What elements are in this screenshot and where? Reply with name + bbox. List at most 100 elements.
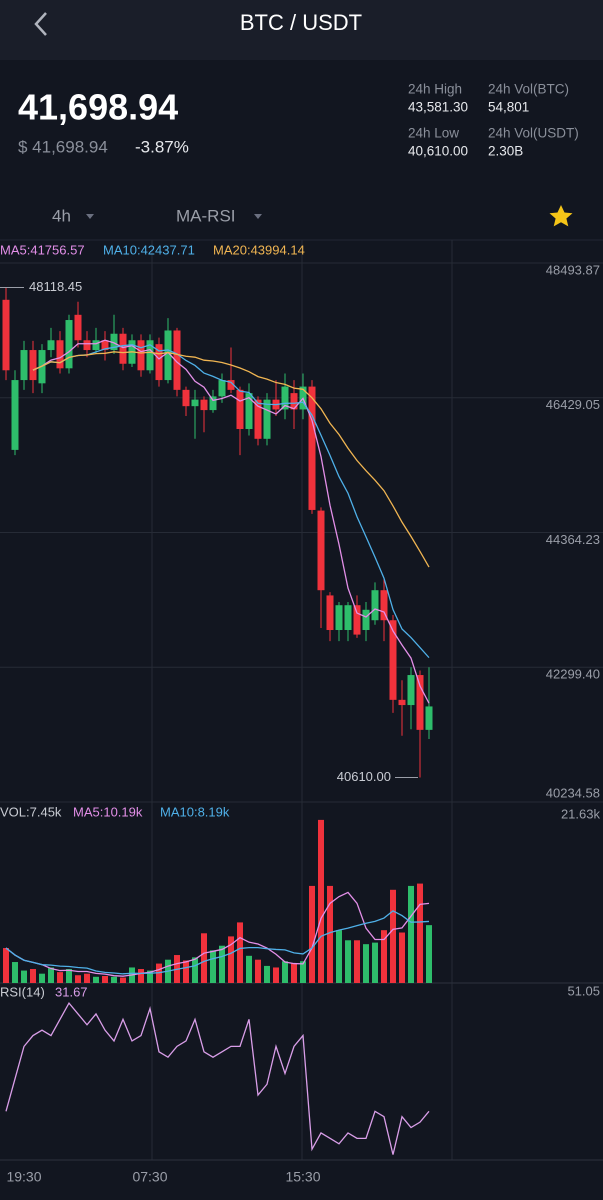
candle-body: [200, 399, 208, 411]
volume-bar: [3, 948, 9, 983]
volume-bar: [228, 936, 234, 983]
volume-bar: [372, 942, 378, 983]
volume-bar: [408, 885, 414, 983]
volume-bar: [399, 932, 405, 983]
volume-bar: [66, 969, 72, 983]
y-tick-label: 48493.87: [546, 262, 600, 277]
volume-bar: [48, 967, 54, 983]
candle-body: [290, 393, 298, 410]
candle-body: [119, 333, 127, 364]
candle-body: [317, 510, 325, 591]
candle-body: [236, 389, 244, 430]
ma-legend: MA5:41756.57: [0, 242, 85, 257]
pair-title: BTC / USDT: [240, 10, 362, 35]
volume-bar: [237, 922, 243, 983]
candle-body: [137, 340, 145, 371]
volume-bar: [390, 889, 396, 983]
ma-legend: MA10:42437.71: [103, 242, 195, 257]
candle-body: [281, 386, 289, 410]
candle-body: [20, 350, 28, 381]
volume-bar: [93, 976, 99, 983]
y-tick-label: 46429.05: [546, 397, 600, 412]
candle-body: [29, 350, 37, 381]
volume-legend: MA5:10.19k: [73, 804, 143, 819]
volume-bar: [336, 930, 342, 983]
volume-bar: [363, 944, 369, 983]
volume-bar: [246, 955, 252, 983]
volume-bar: [300, 961, 306, 983]
volume-bar: [147, 970, 153, 983]
volume-bar: [345, 940, 351, 983]
price-change: -3.87%: [135, 137, 189, 156]
back-button[interactable]: [34, 12, 47, 36]
candle-body: [362, 609, 370, 631]
volume-ma-line: [5, 910, 430, 975]
candle-body: [245, 393, 253, 430]
stat-label: 24h Vol(USDT): [488, 126, 579, 141]
x-tick-label: 19:30: [6, 1169, 41, 1185]
rsi-line: [5, 1001, 430, 1155]
candle-body: [425, 706, 433, 730]
stat-value: 2.30B: [488, 144, 523, 159]
volume-bar: [102, 976, 108, 983]
ma-legend: MA20:43994.14: [213, 242, 305, 257]
stat-label: 24h Low: [408, 126, 459, 141]
interval-selector[interactable]: 4h: [52, 206, 71, 225]
volume-bar: [264, 965, 270, 983]
volume-bar: [84, 973, 90, 983]
volume-bar: [201, 933, 207, 983]
stat-value: 43,581.30: [408, 100, 468, 115]
volume-bar: [192, 957, 198, 983]
volume-bar: [120, 977, 126, 983]
volume-bar: [282, 961, 288, 983]
dropdown-caret: [86, 214, 94, 219]
candle-body: [173, 330, 181, 390]
price-usd: $ 41,698.94: [18, 137, 108, 156]
volume-bar: [39, 973, 45, 983]
rsi-value: 31.67: [55, 984, 88, 999]
candle-body: [371, 590, 379, 621]
annotation-label: 48118.45: [29, 279, 82, 294]
favorite-star[interactable]: [549, 205, 573, 227]
candle-body: [263, 399, 271, 439]
annotation-label: 40610.00: [337, 769, 391, 784]
candle-body: [2, 299, 10, 371]
last-price: 41,698.94: [18, 87, 178, 128]
candle-body: [227, 380, 235, 390]
stat-value: 54,801: [488, 100, 529, 115]
candle-body: [191, 399, 199, 407]
candle-body: [407, 675, 415, 706]
candle-body: [164, 330, 172, 381]
ma-line: [32, 339, 430, 704]
volume-bar: [21, 970, 27, 983]
volume-bar: [255, 959, 261, 983]
volume-bar: [273, 967, 279, 983]
volume-bar: [219, 945, 225, 983]
volume-bar: [318, 819, 324, 983]
candle-body: [344, 605, 352, 631]
candle-body: [101, 340, 109, 351]
candle-body: [254, 399, 262, 439]
y-tick-label: 44364.23: [546, 532, 600, 547]
volume-legend: VOL:7.45k: [0, 804, 62, 819]
volume-bar: [138, 969, 144, 983]
candle-body: [182, 389, 190, 407]
y-tick-label: 21.63k: [561, 806, 601, 821]
volume-bar: [291, 963, 297, 983]
candle-body: [335, 605, 343, 631]
plot: 48493.87 46429.05 44364.23 42299.40 40234.58…: [0, 242, 603, 1185]
rsi-legend: RSI(14): [0, 984, 45, 999]
candle-body: [380, 590, 388, 621]
candle-body: [146, 340, 154, 371]
candle-body: [11, 380, 19, 450]
indicator-selector[interactable]: MA-RSI: [176, 206, 236, 225]
candle-body: [308, 386, 316, 510]
volume-bar: [309, 885, 315, 983]
candle-body: [353, 605, 361, 635]
candle-body: [92, 340, 100, 351]
candle-body: [110, 333, 118, 351]
y-tick-label: 40234.58: [546, 785, 600, 800]
candle-body: [65, 320, 73, 369]
